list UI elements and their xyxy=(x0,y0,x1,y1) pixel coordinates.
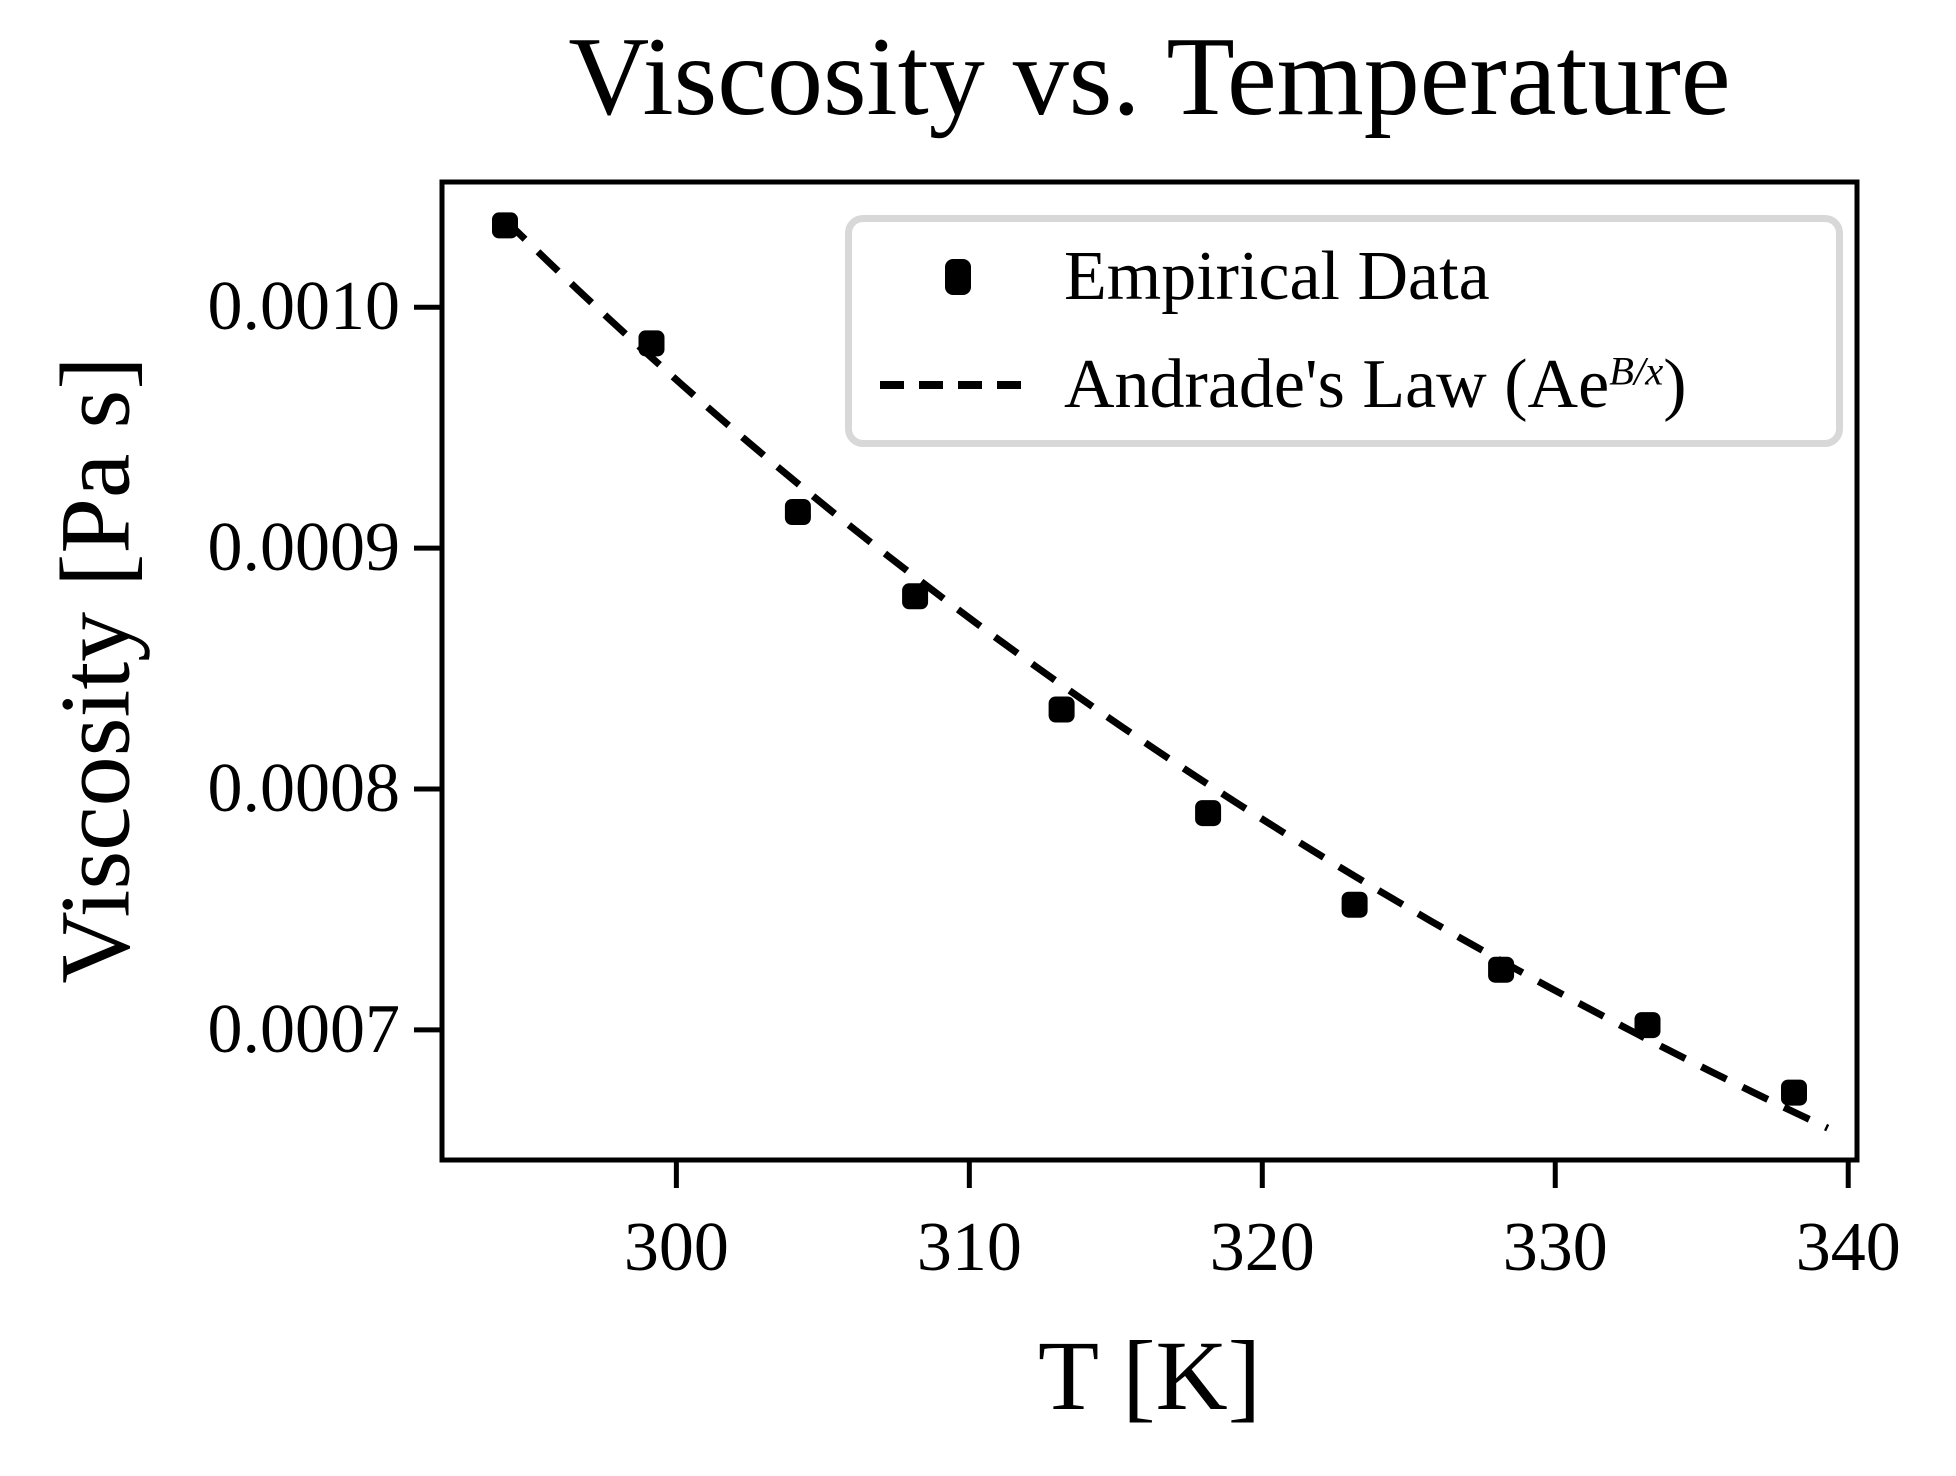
x-tick-label: 340 xyxy=(1795,1209,1901,1286)
data-point-marker xyxy=(638,330,665,357)
data-point-marker xyxy=(784,499,811,525)
data-point-marker xyxy=(1634,1012,1661,1039)
data-point-marker xyxy=(902,583,929,610)
x-tick-label: 330 xyxy=(1502,1209,1608,1286)
data-point-marker xyxy=(1488,956,1515,983)
y-tick-label: 0.0007 xyxy=(207,990,401,1068)
legend: Empirical Data Andrade's Law (AeB/x) xyxy=(845,215,1843,447)
legend-label-andrades-law: Andrade's Law (AeB/x) xyxy=(1064,345,1687,423)
chart-title: Viscosity vs. Temperature xyxy=(568,15,1731,139)
legend-item-empirical-data: Empirical Data xyxy=(852,225,1836,329)
axes-frame xyxy=(439,179,1860,1163)
square-marker-icon xyxy=(852,251,1064,303)
x-axis-label: T [K] xyxy=(1037,1320,1262,1431)
andrades-law-fit-line xyxy=(502,217,1830,1132)
y-tick-label: 0.0010 xyxy=(207,268,401,346)
x-tick-label: 320 xyxy=(1209,1209,1315,1286)
legend-label-empirical-data: Empirical Data xyxy=(1064,238,1490,316)
y-tick-label: 0.0009 xyxy=(207,509,401,587)
y-tick-label: 0.0008 xyxy=(207,750,401,828)
data-point-marker xyxy=(1048,696,1075,723)
legend-item-andrades-law: Andrade's Law (AeB/x) xyxy=(852,333,1836,437)
data-point-marker xyxy=(1781,1079,1807,1106)
data-point-marker xyxy=(492,212,518,239)
x-tick-label: 300 xyxy=(623,1209,729,1286)
data-point-marker xyxy=(1195,800,1222,827)
dashed-line-icon xyxy=(852,378,1064,392)
legend-label-superscript: B/x xyxy=(1609,348,1664,394)
x-tick-label: 310 xyxy=(916,1209,1022,1286)
data-point-marker xyxy=(1341,891,1368,918)
